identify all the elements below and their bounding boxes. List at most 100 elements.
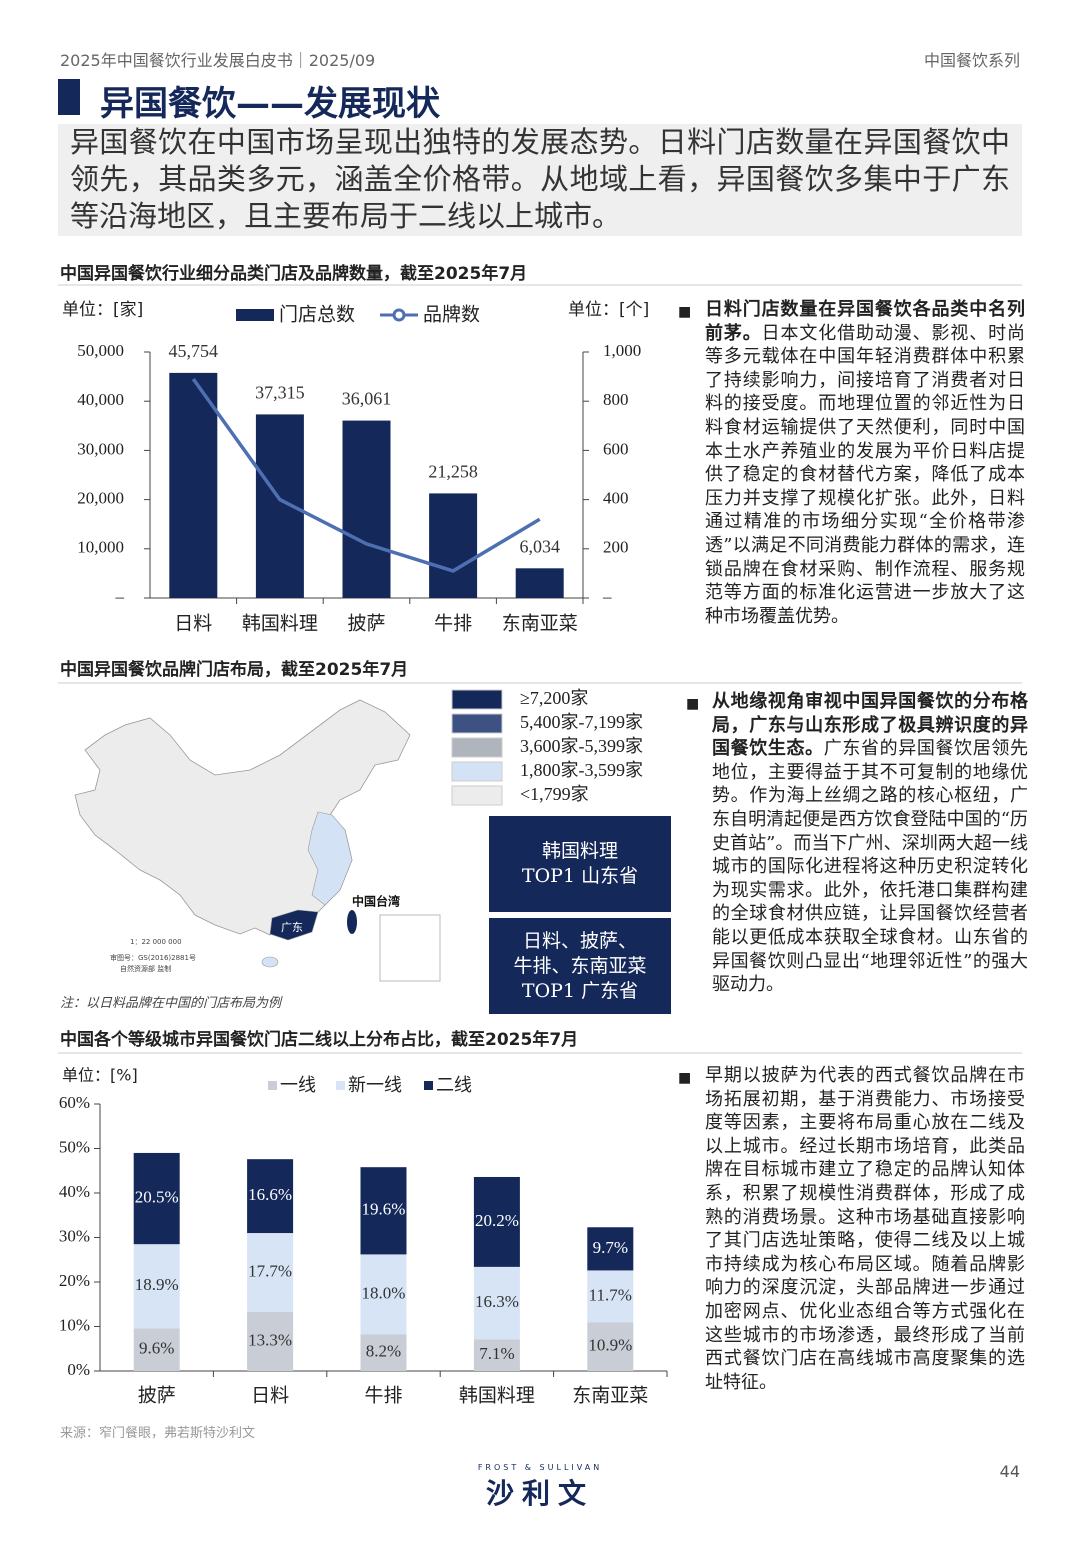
bar-segment xyxy=(360,1334,407,1371)
data-label: 16.6% xyxy=(248,1185,292,1204)
paragraph-lead: 从地缘视角审视中国异国餐饮的分布格局，广东与山东形成了极具辨识度的异国餐饮生态。 xyxy=(712,691,1028,760)
paragraph-text: 日本文化借助动漫、影视、时尚等多元载体在中国年轻消费群体中积累了持续影响力，间接… xyxy=(705,322,1025,627)
paragraph: 早期以披萨为代表的西式餐饮品牌在市场拓展初期，基于消费能力、市场接受度等因素，主… xyxy=(705,1064,1025,1394)
y-tick-label: 60% xyxy=(59,1093,90,1112)
x-tick-label: 东南亚菜 xyxy=(502,613,578,635)
y-tick-label: 50,000 xyxy=(77,341,124,360)
bar-segment xyxy=(247,1159,294,1234)
map-note: 注：以日料品牌在中国的门店布局为例 xyxy=(60,996,282,1011)
section-title: 中国异国餐饮品牌门店布局，截至2025年7月 xyxy=(60,660,409,680)
bar-segment xyxy=(473,1266,520,1340)
legend-swatch xyxy=(451,761,503,782)
paragraph-text: 广东省的异国餐饮居领先地位，主要得益于其不可复制的地缘优势。作为海上丝绸之路的核… xyxy=(712,738,1028,996)
x-tick-label: 韩国料理 xyxy=(459,1385,535,1407)
x-tick-label: 牛排 xyxy=(434,613,472,635)
page-number: 44 xyxy=(999,1462,1020,1481)
bar-segment xyxy=(247,1233,294,1312)
bullet: ■ xyxy=(686,696,700,712)
logo-cn: 沙利文 xyxy=(485,1477,594,1510)
bar xyxy=(342,420,391,598)
data-label: 36,061 xyxy=(342,389,392,409)
x-tick-label: 披萨 xyxy=(138,1385,176,1407)
bar xyxy=(169,372,218,598)
data-label: 20.2% xyxy=(475,1211,519,1230)
axis-unit: 单位：[家] xyxy=(62,300,143,320)
header-left: 2025年中国餐饮行业发展白皮书｜2025/09 xyxy=(60,51,376,70)
bar-segment xyxy=(587,1270,634,1323)
highlight-box: 日料、披萨、 牛排、东南亚菜 TOP1 广东省 xyxy=(489,918,671,1014)
bar-segment xyxy=(587,1227,634,1271)
y-tick-label: 50% xyxy=(59,1137,90,1156)
map-guangdong xyxy=(269,909,319,941)
y2-tick-label: – xyxy=(602,587,612,606)
x-tick-label: 牛排 xyxy=(364,1385,402,1407)
y-tick-label: 30,000 xyxy=(77,439,124,458)
x-tick-label: 披萨 xyxy=(347,613,385,635)
y-tick-label: 30% xyxy=(59,1226,90,1245)
data-label: 10.9% xyxy=(588,1336,632,1355)
y-tick-label: 20% xyxy=(59,1271,90,1290)
map-label: 中国台湾 xyxy=(352,894,400,909)
paragraph: 日料门店数量在异国餐饮各品类中名列前茅。日本文化借助动漫、影视、时尚等多元载体在… xyxy=(705,298,1025,628)
map-approval: 审图号：GS(2016)2881号 xyxy=(110,953,196,962)
x-tick-label: 东南亚菜 xyxy=(572,1385,648,1407)
y2-tick-label: 1,000 xyxy=(603,341,641,360)
legend-label: 二线 xyxy=(436,1075,472,1096)
map-hainan xyxy=(261,956,279,968)
legend-swatch xyxy=(451,785,503,806)
map-taiwan xyxy=(347,910,357,934)
data-label: 37,315 xyxy=(255,383,305,403)
data-label: 45,754 xyxy=(169,341,219,361)
box-line: 牛排、东南亚菜 xyxy=(513,954,647,977)
logo-en: FROST & SULLIVAN xyxy=(477,1463,603,1472)
page-title: 异国餐饮——发展现状 xyxy=(100,84,440,124)
y-tick-label: 0% xyxy=(67,1360,90,1379)
x-tick-label: 日料 xyxy=(174,613,212,635)
y2-tick-label: 600 xyxy=(603,439,629,458)
data-label: 9.6% xyxy=(139,1339,174,1358)
bar-segment xyxy=(133,1152,180,1245)
legend-swatch xyxy=(451,689,503,710)
axis-unit: 单位：[%] xyxy=(62,1066,138,1085)
map-coastal-region xyxy=(307,811,353,906)
y-tick-label: 10,000 xyxy=(77,538,124,557)
legend-label: 5,400家-7,199家 xyxy=(520,712,643,732)
source: 来源：窄门餐眼，弗若斯特沙利文 xyxy=(60,1426,256,1441)
box-line: TOP1 山东省 xyxy=(521,865,639,887)
bar xyxy=(429,493,478,598)
legend-label: 品牌数 xyxy=(423,304,480,326)
data-label: 18.9% xyxy=(135,1275,179,1294)
bar-segment xyxy=(133,1244,180,1329)
data-label: 16.3% xyxy=(475,1292,519,1311)
x-tick-label: 日料 xyxy=(251,1385,289,1407)
legend-swatch xyxy=(451,713,503,734)
data-label: 11.7% xyxy=(589,1285,632,1304)
line xyxy=(191,378,541,573)
summary: 异国餐饮在中国市场呈现出独特的发展态势。日料门店数量在异国餐饮中领先，其品类多元… xyxy=(58,124,1022,236)
legend-swatch xyxy=(424,1081,433,1090)
data-label: 8.2% xyxy=(366,1342,401,1361)
bar-segment xyxy=(247,1311,294,1371)
y2-tick-label: 400 xyxy=(603,489,629,508)
bullet: ■ xyxy=(678,1070,692,1086)
box-line: 日料、披萨、 xyxy=(522,929,637,952)
paragraph-lead: 日料门店数量在异国餐饮各品类中名列前茅。 xyxy=(705,299,1025,344)
bar-segment xyxy=(473,1339,520,1371)
bar-segment xyxy=(473,1176,520,1267)
legend-label: 新一线 xyxy=(348,1075,402,1096)
data-label: 19.6% xyxy=(362,1200,406,1219)
y-tick-label: – xyxy=(115,587,125,606)
y2-tick-label: 200 xyxy=(603,538,629,557)
data-label: 6,034 xyxy=(519,536,560,556)
title-marker xyxy=(58,79,80,115)
legend-label: 1,800家-3,599家 xyxy=(520,760,643,780)
header-right: 中国餐饮系列 xyxy=(923,51,1020,70)
data-label: 9.7% xyxy=(593,1238,628,1257)
data-label: 17.7% xyxy=(248,1261,292,1280)
paragraph-text: 早期以披萨为代表的西式餐饮品牌在市场拓展初期，基于消费能力、市场接受度等因素，主… xyxy=(705,1065,1025,1393)
box-line: TOP1 广东省 xyxy=(521,979,639,1002)
map-scale: 1：22 000 000 xyxy=(130,938,182,946)
legend-label: 门店总数 xyxy=(279,304,355,326)
y2-tick-label: 800 xyxy=(603,390,629,409)
